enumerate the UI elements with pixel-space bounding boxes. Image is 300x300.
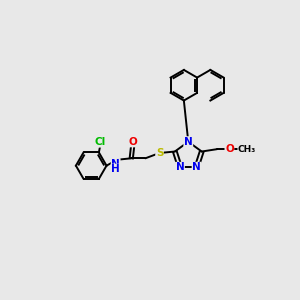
- Text: O: O: [128, 137, 137, 147]
- Text: O: O: [225, 144, 234, 154]
- Text: N: N: [192, 162, 201, 172]
- Text: S: S: [156, 148, 163, 158]
- Text: N: N: [184, 137, 193, 147]
- Text: N: N: [176, 162, 184, 172]
- Text: Cl: Cl: [95, 137, 106, 147]
- Text: CH₃: CH₃: [238, 145, 256, 154]
- Text: H: H: [111, 164, 120, 174]
- Text: N: N: [111, 159, 120, 169]
